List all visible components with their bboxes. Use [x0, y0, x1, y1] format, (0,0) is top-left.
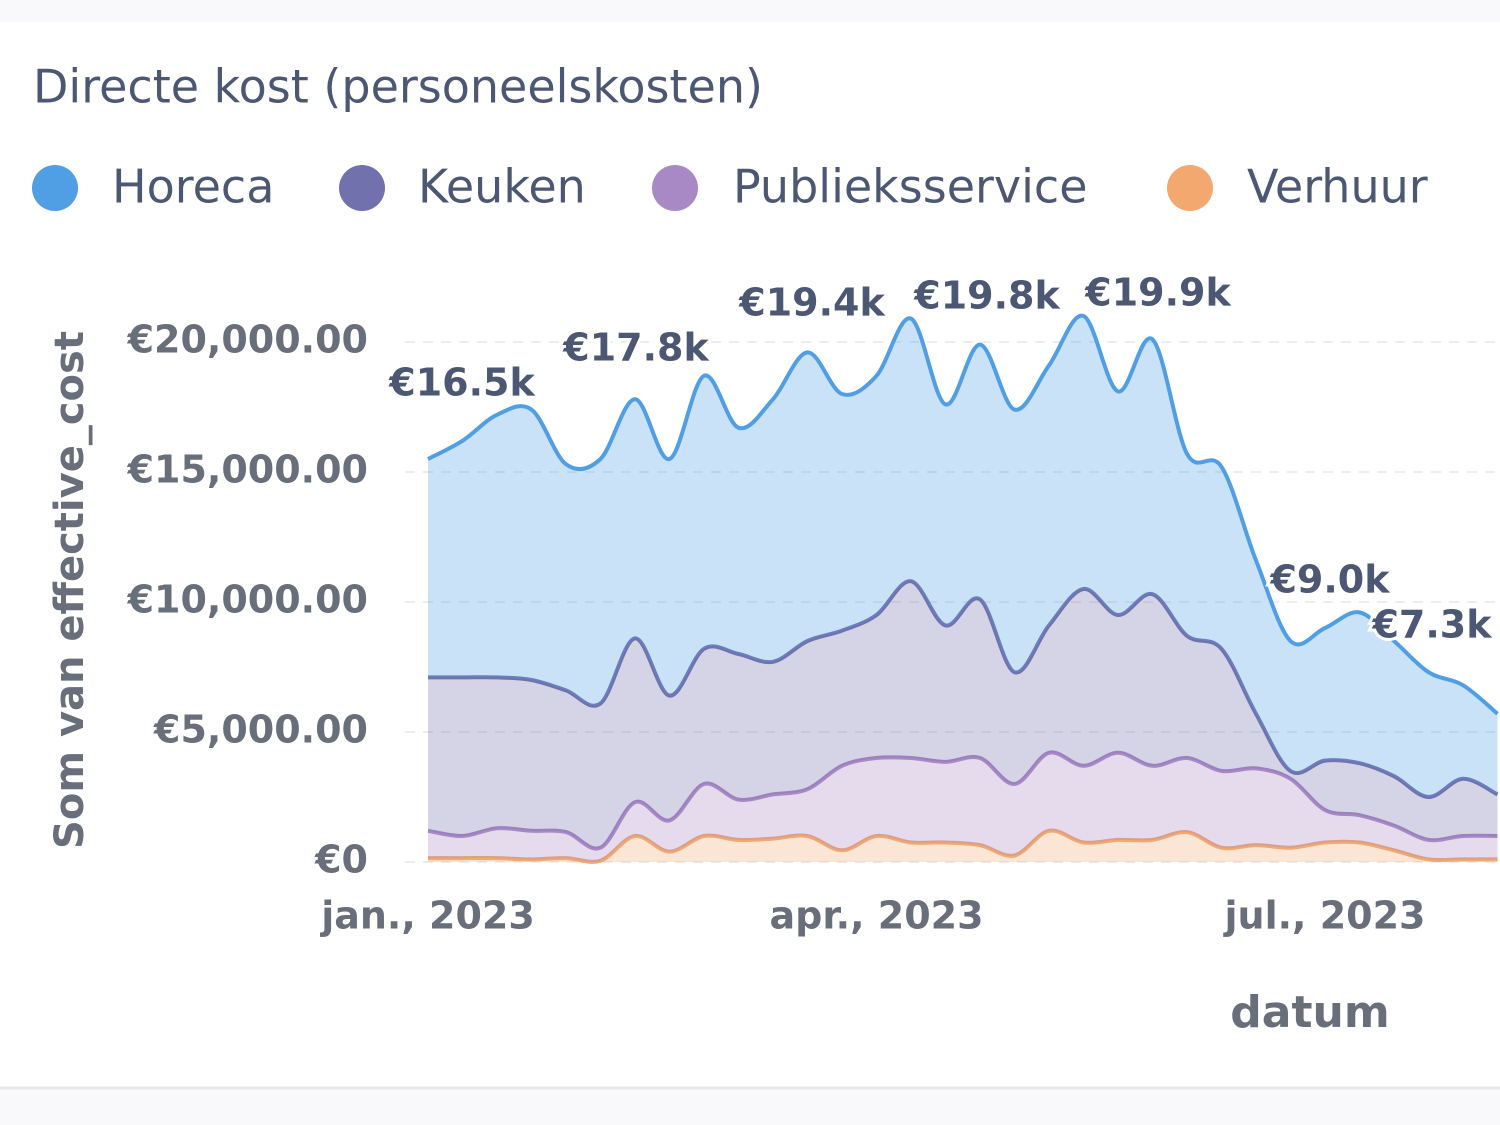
line: [428, 828, 1498, 864]
page-bottom: [0, 1088, 1500, 1125]
data-annotation: €9.0k: [1269, 558, 1390, 602]
x-tick-label: jan., 2023: [319, 894, 535, 938]
area: [428, 830, 1498, 862]
data-annotation: €16.5k: [388, 361, 535, 405]
y-axis-label: Som van effective_cost: [47, 331, 93, 849]
data-annotation: €19.8k: [913, 274, 1060, 318]
y-tick-label: €5,000.00: [153, 708, 368, 752]
y-tick-label: €0: [314, 838, 368, 882]
area: [428, 752, 1498, 862]
y-tick-label: €10,000.00: [127, 578, 368, 622]
page-top: [0, 0, 1500, 22]
data-annotation: €19.9k: [1084, 271, 1231, 315]
chart-title: Directe kost (personeelskosten): [33, 60, 763, 114]
y-tick-label: €15,000.00: [127, 448, 368, 492]
legend-label: Verhuur: [1247, 160, 1428, 214]
data-annotation: €19.4k: [738, 281, 885, 325]
line: [427, 750, 1498, 851]
data-annotation: €7.3k: [1371, 603, 1492, 647]
area: [428, 315, 1498, 798]
legend-label: Horeca: [112, 160, 274, 214]
line: [427, 313, 1499, 716]
legend-dot: [652, 165, 698, 211]
x-tick-label: apr., 2023: [769, 894, 983, 938]
legend-label: Keuken: [418, 160, 586, 214]
area: [428, 581, 1498, 849]
legend-dot: [1167, 165, 1213, 211]
legend-dot: [339, 165, 385, 211]
line: [427, 579, 1499, 799]
y-tick-label: €20,000.00: [127, 318, 368, 362]
legend-dot: [32, 165, 78, 211]
legend-label: Publieksservice: [733, 160, 1088, 214]
x-tick-label: jul., 2023: [1223, 894, 1426, 938]
x-axis-label: datum: [1230, 987, 1389, 1038]
data-annotation: €17.8k: [562, 326, 709, 370]
